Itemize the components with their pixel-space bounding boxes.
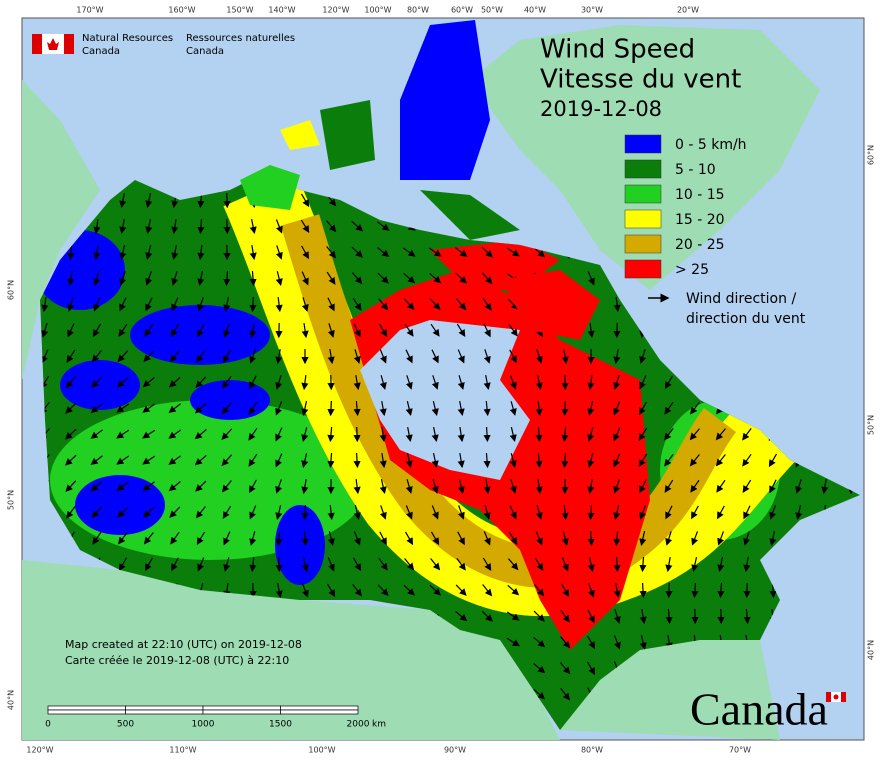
note: Map created at 22:10 (UTC) on 2019-12-08 bbox=[65, 638, 302, 651]
title: Vitesse du vent bbox=[540, 65, 741, 95]
scale-segment bbox=[48, 710, 126, 714]
graticule-label: 40°N bbox=[7, 690, 16, 710]
graticule-label: 140°W bbox=[268, 6, 295, 15]
graticule-label: 120°W bbox=[322, 6, 349, 15]
graticule-label: 170°W bbox=[76, 6, 103, 15]
legend-label: 10 - 15 bbox=[675, 187, 725, 203]
wind-arrow bbox=[357, 427, 358, 441]
wordmark: Canada bbox=[690, 684, 828, 735]
date: 2019-12-08 bbox=[540, 97, 662, 121]
scale-segment bbox=[281, 710, 359, 714]
legend-swatch bbox=[625, 160, 661, 178]
agency-en: Canada bbox=[82, 46, 120, 57]
scale-label: 1000 bbox=[192, 720, 215, 730]
graticule-label: 60°N bbox=[867, 145, 876, 165]
graticule-label: 60°W bbox=[451, 6, 473, 15]
agency-fr: Canada bbox=[186, 46, 224, 57]
legend-swatch bbox=[625, 235, 661, 253]
legend-label: 5 - 10 bbox=[675, 162, 716, 178]
agency-fr: Ressources naturelles bbox=[186, 33, 295, 44]
scale-segment bbox=[281, 706, 359, 710]
scale-unit: km bbox=[372, 720, 386, 730]
wind-arrow bbox=[253, 297, 254, 311]
island bbox=[320, 100, 375, 170]
legend-arrow-label: Wind direction / bbox=[686, 291, 796, 307]
graticule-label: 100°W bbox=[364, 6, 391, 15]
wind-arrow bbox=[487, 427, 488, 441]
scale-segment bbox=[126, 710, 204, 714]
graticule-label: 150°W bbox=[226, 6, 253, 15]
wind-arrow bbox=[331, 401, 332, 415]
legend-swatch bbox=[625, 210, 661, 228]
wind-arrow bbox=[227, 219, 228, 233]
graticule-label: 30°W bbox=[581, 6, 603, 15]
scale-segment bbox=[203, 710, 281, 714]
graticule-label: 80°W bbox=[407, 6, 429, 15]
scale-segment bbox=[126, 706, 204, 710]
graticule-label: 160°W bbox=[168, 6, 195, 15]
legend-swatch bbox=[625, 260, 661, 278]
legend-label: 0 - 5 km/h bbox=[675, 137, 747, 153]
legend-label: 20 - 25 bbox=[675, 237, 725, 253]
graticule-label: 110°W bbox=[169, 746, 196, 755]
graticule-label: 120°W bbox=[26, 746, 53, 755]
graticule-label: 50°N bbox=[7, 490, 16, 510]
graticule-label: 40°W bbox=[524, 6, 546, 15]
wind-arrow bbox=[565, 401, 566, 415]
legend-label: > 25 bbox=[675, 262, 709, 278]
scale-label: 0 bbox=[45, 720, 51, 730]
scale-segment bbox=[48, 706, 126, 710]
legend-label: 15 - 20 bbox=[675, 212, 725, 228]
graticule-label: 50°W bbox=[481, 6, 503, 15]
graticule-label: 50°N bbox=[867, 415, 876, 435]
scale-label: 1500 bbox=[269, 720, 292, 730]
graticule-label: 70°W bbox=[729, 746, 751, 755]
scale-label: 2000 bbox=[347, 720, 370, 730]
graticule-label: 20°W bbox=[677, 6, 699, 15]
legend-arrow-label: direction du vent bbox=[686, 311, 806, 327]
wind-arrow bbox=[279, 557, 280, 571]
title: Wind Speed bbox=[540, 35, 695, 65]
scale-label: 500 bbox=[117, 720, 134, 730]
note: Carte créée le 2019-12-08 (UTC) à 22:10 bbox=[65, 654, 289, 667]
wordmark-flag bbox=[826, 692, 846, 702]
graticule-label: 60°N bbox=[7, 280, 16, 300]
graticule-label: 40°N bbox=[867, 640, 876, 660]
legend-swatch bbox=[625, 135, 661, 153]
wind-arrow bbox=[357, 453, 358, 467]
graticule-label: 80°W bbox=[581, 746, 603, 755]
agency-en: Natural Resources bbox=[82, 33, 173, 44]
graticule-label: 100°W bbox=[308, 746, 335, 755]
wind-arrow bbox=[305, 505, 306, 519]
wind-arrow bbox=[617, 557, 618, 571]
legend-swatch bbox=[625, 185, 661, 203]
graticule-label: 90°W bbox=[444, 746, 466, 755]
scale-segment bbox=[203, 706, 281, 710]
